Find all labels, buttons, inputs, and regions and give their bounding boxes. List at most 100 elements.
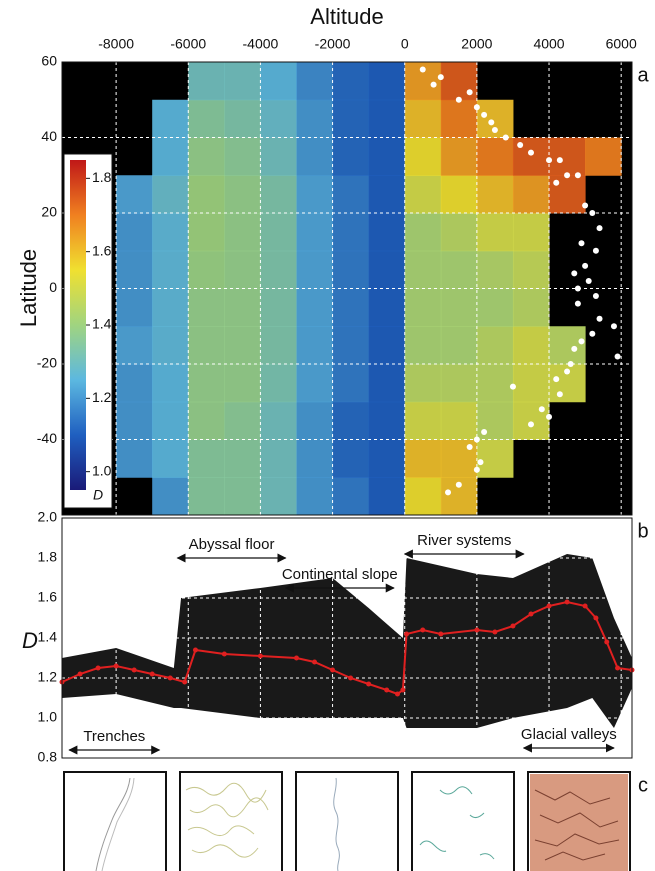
- glacier-point: [582, 262, 589, 269]
- glacier-point: [589, 210, 596, 216]
- colorbar-label: D: [93, 487, 103, 503]
- mean-point: [149, 671, 155, 677]
- mean-point: [384, 687, 390, 693]
- mean-point: [312, 659, 318, 665]
- heatmap-cell: [260, 250, 297, 289]
- heatmap-cell: [368, 250, 406, 289]
- heatmap-cell: [188, 364, 225, 403]
- glacier-point: [553, 179, 560, 186]
- heatmap-cell: [116, 250, 153, 289]
- heatmap-cell: [404, 99, 442, 138]
- thumbnails: [63, 771, 631, 871]
- mean-point: [221, 651, 227, 657]
- heatmap-cell: [476, 175, 514, 214]
- mean-point: [492, 629, 498, 635]
- x-tick-label: -4000: [243, 36, 279, 52]
- heatmap-cell: [368, 99, 406, 138]
- heatmap-cell: [476, 439, 514, 478]
- heatmap-cell: [260, 99, 297, 138]
- glacier-point: [574, 300, 581, 307]
- heatmap-cell: [332, 288, 370, 327]
- y-tick-label: 0.8: [38, 749, 58, 765]
- thumbnail-sketch: [534, 789, 620, 861]
- mean-point: [113, 663, 119, 669]
- heatmap-cell: [188, 99, 225, 138]
- mean-point: [366, 681, 372, 687]
- heatmap-cell: [296, 439, 334, 478]
- mean-point: [546, 603, 552, 609]
- heatmap-cell: [188, 137, 225, 176]
- glacier-point: [553, 376, 560, 383]
- heatmap-cell: [260, 477, 297, 516]
- thumbnail-frame: [179, 771, 283, 871]
- y-axis-title: D: [22, 628, 38, 653]
- heatmap-cell: [188, 288, 225, 327]
- heatmap-cell: [296, 477, 334, 516]
- mean-point: [330, 667, 336, 673]
- heatmap-cell: [296, 288, 334, 327]
- heatmap-cell: [296, 326, 334, 365]
- glacier-point: [571, 270, 578, 277]
- mean-point: [192, 647, 198, 653]
- annotation-label: Abyssal floor: [189, 536, 275, 553]
- y-tick-label: 1.2: [38, 669, 58, 685]
- glacier-point: [473, 436, 480, 443]
- heatmap-cell: [368, 364, 406, 403]
- heatmap-cell: [152, 137, 189, 176]
- y-tick-label: -20: [37, 355, 57, 371]
- heatmap-cell: [152, 175, 189, 214]
- heatmap-cell: [368, 477, 406, 516]
- mean-point: [404, 631, 410, 637]
- glacier-point: [538, 406, 545, 413]
- heatmap-cell: [332, 250, 370, 289]
- x-tick-label: -8000: [98, 36, 134, 52]
- mean-point: [528, 611, 534, 617]
- heatmap-cell: [332, 326, 370, 365]
- heatmap-cell: [512, 175, 550, 214]
- colorbar-tick-label: 1.0: [92, 462, 112, 478]
- heatmap-cell: [188, 477, 225, 516]
- heatmap-cell: [224, 477, 261, 516]
- heatmap-cell: [512, 250, 550, 289]
- x-axis-title: Altitude: [310, 4, 383, 29]
- mean-point: [293, 655, 299, 661]
- thumbnail-frame: [63, 771, 167, 871]
- glacier-point: [567, 361, 574, 367]
- heatmap-cell: [368, 326, 406, 365]
- heatmap-cell: [260, 288, 297, 327]
- heatmap-cell: [368, 213, 406, 252]
- panel-label: b: [637, 520, 648, 542]
- heatmap-cell: [116, 401, 153, 440]
- mean-point: [95, 665, 101, 671]
- annotation-label: Continental slope: [282, 566, 398, 583]
- heatmap-cell: [332, 99, 370, 138]
- mean-point: [348, 675, 354, 681]
- heatmap-cell: [224, 439, 261, 478]
- heatmap-cell: [224, 288, 261, 327]
- glacier-point: [556, 157, 563, 164]
- heatmap-cell: [440, 213, 478, 252]
- heatmap-cell: [116, 213, 153, 252]
- thumbnail-sketch: [333, 777, 340, 871]
- x-tick-label: -2000: [315, 36, 351, 52]
- glacier-point: [578, 240, 585, 247]
- heatmap-cell: [116, 326, 153, 365]
- heatmap-cell: [549, 326, 586, 365]
- heatmap-cell: [404, 250, 442, 289]
- mean-point: [257, 653, 263, 659]
- thumbnail-sketch: [101, 777, 135, 871]
- y-axis-title: Latitude: [16, 249, 41, 327]
- heatmap-cell: [368, 401, 406, 440]
- heatmap-cell: [332, 477, 370, 516]
- glacier-point: [466, 444, 473, 451]
- heatmap-cell: [296, 137, 334, 176]
- glacier-point: [574, 285, 581, 292]
- heatmap-cell: [260, 439, 297, 478]
- heatmap-cell: [116, 364, 153, 403]
- heatmap-cell: [296, 250, 334, 289]
- glacier-point: [445, 489, 452, 496]
- glacier-point: [596, 225, 603, 232]
- heatmap-cell: [260, 175, 297, 214]
- heatmap-cell: [152, 477, 189, 516]
